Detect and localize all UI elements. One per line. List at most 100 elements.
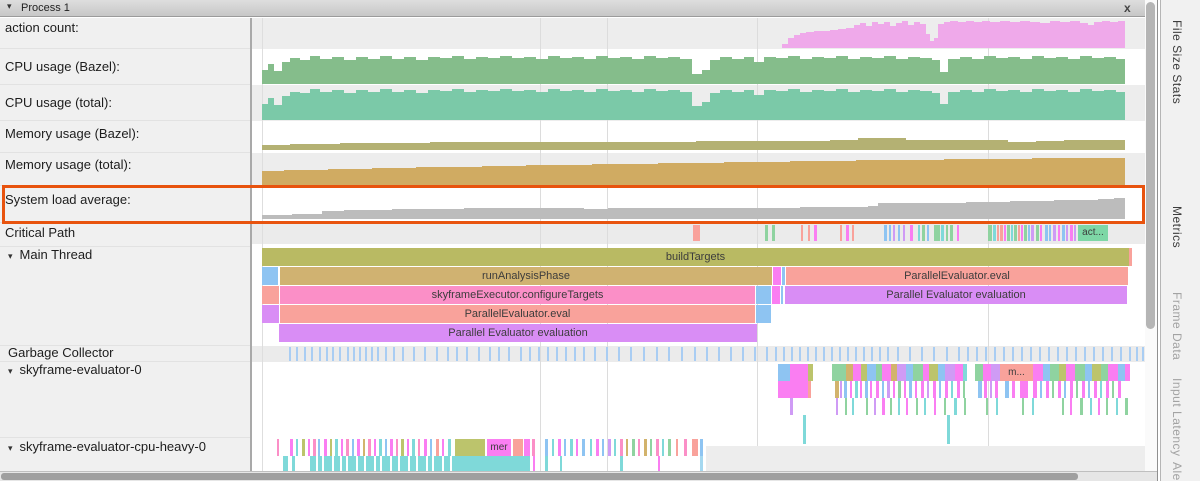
trace-tick[interactable] [444, 456, 450, 471]
trace-tick[interactable] [1094, 381, 1097, 398]
trace-tick[interactable] [620, 439, 623, 456]
trace-tick[interactable] [808, 364, 813, 381]
trace-tick[interactable] [596, 439, 599, 456]
trace-tick[interactable] [855, 381, 858, 398]
trace-tick[interactable] [1102, 347, 1104, 361]
trace-slice[interactable]: mer [487, 439, 511, 456]
trace-tick[interactable] [933, 347, 935, 361]
trace-tick[interactable] [863, 347, 865, 361]
trace-tick[interactable] [513, 439, 523, 456]
trace-tick[interactable] [1062, 398, 1064, 415]
trace-tick[interactable] [1070, 225, 1073, 241]
trace-tick[interactable] [1040, 225, 1042, 241]
trace-tick[interactable] [565, 347, 567, 361]
trace-tick[interactable] [898, 398, 900, 415]
trace-tick[interactable] [865, 381, 868, 398]
trace-tick[interactable] [1074, 225, 1076, 241]
trace-tick[interactable] [656, 439, 659, 456]
trace-tick[interactable] [807, 347, 809, 361]
trace-tick[interactable] [643, 347, 645, 361]
trace-tick[interactable] [957, 381, 960, 398]
trace-tick[interactable] [385, 439, 387, 456]
trace-tick[interactable] [1000, 225, 1003, 241]
trace-tick[interactable] [933, 381, 936, 398]
trace-tick[interactable] [656, 347, 658, 361]
trace-tick[interactable] [359, 347, 361, 361]
trace-tick[interactable] [1033, 364, 1043, 381]
trace-tick[interactable] [498, 347, 500, 361]
trace-tick[interactable] [964, 398, 966, 415]
trace-tick[interactable] [929, 364, 938, 381]
trace-tick[interactable] [1118, 364, 1125, 381]
trace-tick[interactable] [904, 381, 906, 398]
trace-tick[interactable] [1120, 347, 1122, 361]
process-collapse-arrow-icon[interactable]: ▾ [7, 1, 12, 11]
trace-tick[interactable] [456, 347, 458, 361]
trace-tick[interactable] [1024, 225, 1027, 241]
trace-tick[interactable] [390, 439, 393, 456]
trace-tick[interactable] [590, 439, 592, 456]
trace-tick[interactable] [620, 456, 623, 471]
trace-tick[interactable] [946, 225, 948, 241]
trace-tick[interactable] [1036, 225, 1039, 241]
trace-tick[interactable] [772, 225, 775, 241]
trace-tick[interactable] [756, 305, 771, 323]
trace-tick[interactable] [839, 347, 841, 361]
trace-tick[interactable] [860, 381, 862, 398]
trace-tick[interactable] [958, 347, 960, 361]
trace-tick[interactable] [1050, 364, 1059, 381]
trace-tick[interactable] [455, 439, 485, 456]
trace-tick[interactable] [995, 381, 998, 398]
trace-tick[interactable] [310, 456, 316, 471]
trace-tick[interactable] [1098, 398, 1100, 415]
counter-chart-action-count[interactable] [252, 18, 1145, 48]
trace-tick[interactable] [277, 439, 279, 456]
trace-tick[interactable] [898, 225, 900, 241]
trace-tick[interactable] [1031, 225, 1034, 241]
trace-tick[interactable] [402, 347, 404, 361]
trace-tick[interactable] [840, 225, 842, 241]
trace-tick[interactable] [556, 347, 558, 361]
trace-tick[interactable] [1101, 364, 1108, 381]
trace-tick[interactable] [1088, 381, 1090, 398]
trace-tick[interactable] [915, 381, 917, 398]
trace-tick[interactable] [692, 439, 698, 456]
trace-tick[interactable] [407, 439, 409, 456]
trace-tick[interactable] [850, 381, 852, 398]
trace-tick[interactable] [887, 381, 890, 398]
trace-tick[interactable] [1059, 364, 1066, 381]
trace-slice[interactable]: ParallelEvaluator.eval [280, 305, 755, 323]
trace-tick[interactable] [594, 347, 596, 361]
trace-tick[interactable] [909, 381, 912, 398]
trace-tick[interactable] [1022, 398, 1024, 415]
trace-tick[interactable] [533, 456, 535, 471]
trace-tick[interactable] [552, 439, 554, 456]
sidebar-tab-frame-data[interactable]: Frame Data [1170, 292, 1184, 361]
trace-tick[interactable] [366, 456, 374, 471]
trace-tick[interactable] [1021, 225, 1023, 241]
trace-tick[interactable] [852, 398, 854, 415]
trace-tick[interactable] [324, 439, 327, 456]
trace-tick[interactable] [1100, 381, 1102, 398]
trace-tick[interactable] [318, 456, 322, 471]
trace-tick[interactable] [430, 439, 432, 456]
trace-tick[interactable] [909, 347, 911, 361]
trace-tick[interactable] [365, 347, 367, 361]
horizontal-scrollbar-thumb[interactable] [1, 473, 1078, 480]
trace-tick[interactable] [934, 398, 936, 415]
trace-tick[interactable] [1076, 381, 1078, 398]
trace-tick[interactable] [374, 439, 376, 456]
trace-tick[interactable] [898, 381, 901, 398]
trace-tick[interactable] [967, 347, 969, 361]
sidebar-tab-metrics[interactable]: Metrics [1170, 206, 1184, 249]
trace-tick[interactable] [700, 439, 703, 456]
trace-tick[interactable] [882, 381, 884, 398]
trace-tick[interactable] [814, 225, 817, 241]
trace-tick[interactable] [379, 439, 382, 456]
trace-tick[interactable] [1045, 225, 1048, 241]
trace-tick[interactable] [790, 398, 793, 415]
trace-tick[interactable] [1011, 225, 1013, 241]
trace-tick[interactable] [545, 439, 548, 456]
trace-tick[interactable] [791, 347, 793, 361]
trace-tick[interactable] [418, 456, 426, 471]
